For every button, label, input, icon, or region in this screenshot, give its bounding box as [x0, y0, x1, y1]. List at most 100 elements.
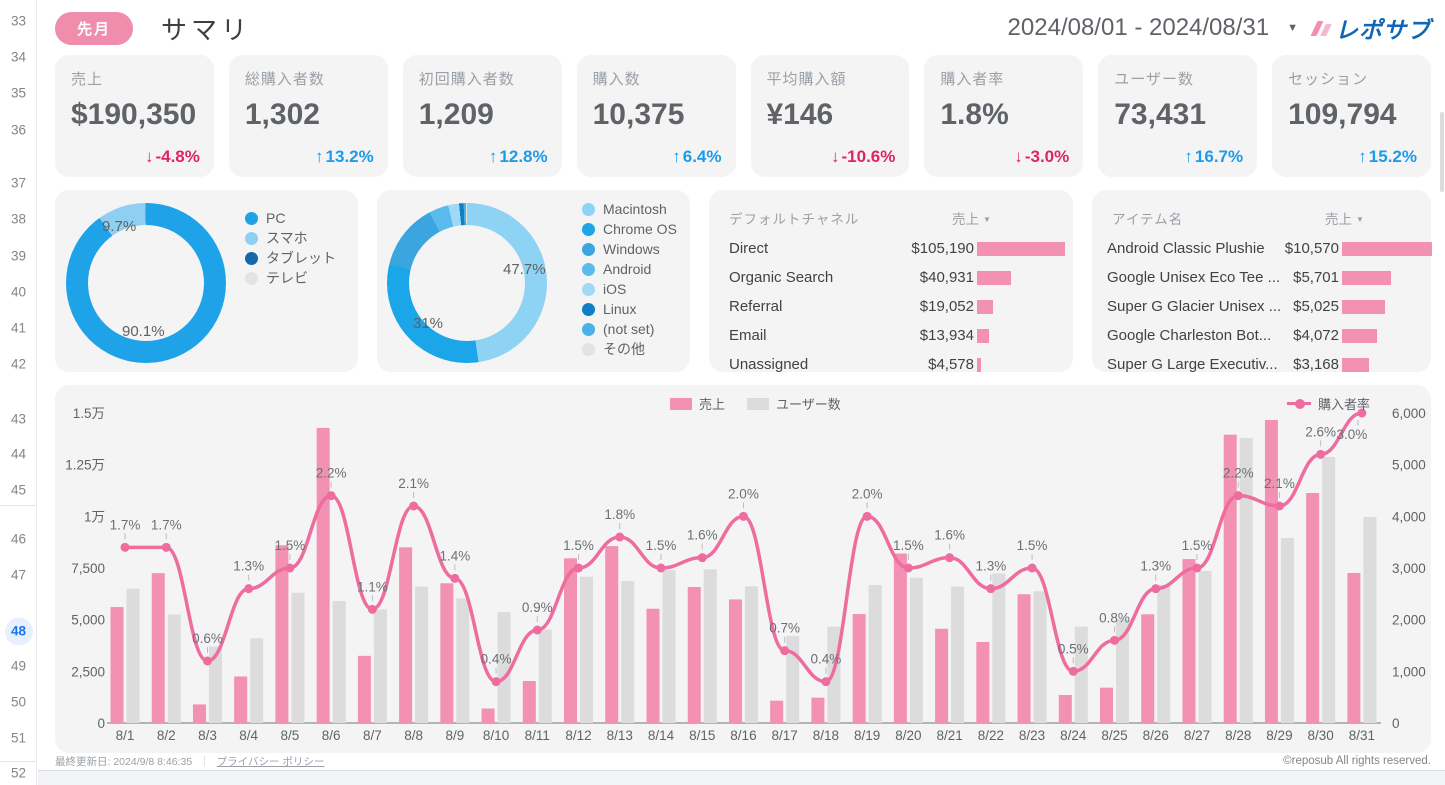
users-bar: [250, 638, 264, 723]
reposub-logo[interactable]: レポサブ: [1310, 11, 1431, 45]
kpi-card-3: 購入数 10,375 ↑ 6.4%: [576, 55, 736, 177]
kpi-delta-value: 12.8%: [499, 147, 548, 166]
x-axis-label: 8/7: [363, 728, 382, 743]
row-value-bar: [977, 357, 981, 372]
sales-bar: [564, 558, 578, 723]
sales-bar: [770, 700, 784, 723]
rail-page-number-41[interactable]: 41: [10, 320, 27, 336]
legend-dot-icon: [582, 342, 595, 356]
row-value-bar: [977, 241, 1065, 256]
rate-label: 2.2%: [316, 466, 347, 481]
legend-dot-icon: [582, 282, 595, 296]
users-bar: [208, 646, 222, 723]
sort-caret-icon: ▼: [1356, 215, 1364, 224]
rail-page-number-37[interactable]: 37: [10, 175, 27, 191]
rail-page-number-33[interactable]: 33: [10, 13, 27, 29]
sales-bar: [976, 641, 990, 723]
rail-page-number-47[interactable]: 47: [10, 567, 27, 583]
rail-page-number-44[interactable]: 44: [10, 446, 27, 462]
sales-bar: [852, 614, 866, 723]
date-range-value[interactable]: 2024/08/01 - 2024/08/31: [1007, 14, 1270, 41]
kpi-delta-value: 16.7%: [1194, 147, 1244, 166]
chevron-down-icon[interactable]: ▼: [1287, 22, 1298, 34]
legend-label: スマホ: [266, 230, 308, 246]
legend-label: PC: [266, 210, 286, 226]
users-bar: [786, 635, 800, 723]
rail-page-number-43[interactable]: 43: [10, 411, 27, 427]
users-bar: [1033, 591, 1047, 723]
legend-item: Linux: [582, 299, 677, 319]
users-swatch-icon: [747, 397, 770, 410]
rail-page-number-52[interactable]: 52: [10, 765, 27, 781]
rate-label: 1.5%: [563, 538, 594, 553]
row-value: $10,570: [1284, 240, 1339, 257]
rail-page-number-36[interactable]: 36: [10, 122, 27, 138]
rate-point: [1192, 563, 1202, 573]
rail-page-number-40[interactable]: 40: [10, 284, 27, 300]
rail-page-number-34[interactable]: 34: [10, 49, 27, 65]
row-value: $4,578: [928, 356, 974, 373]
x-axis-label: 8/6: [322, 728, 341, 743]
table-row: Super G Large Executiv... $3,168: [1092, 350, 1431, 379]
privacy-policy-link[interactable]: プライバシー ポリシー: [216, 755, 325, 768]
kpi-card-0: 売上 $190,350 ↓ -4.8%: [55, 55, 214, 177]
rate-point: [285, 563, 295, 573]
row-value: $13,934: [919, 327, 974, 344]
rate-point: [1027, 563, 1037, 573]
kpi-card-6: ユーザー数 73,431 ↑ 16.7%: [1098, 55, 1258, 177]
rail-page-break: [0, 505, 37, 506]
left-axis-tick: 1.25万: [65, 458, 105, 473]
rate-point: [367, 604, 377, 614]
os-donut-chart: [387, 203, 547, 363]
rail-page-number-38[interactable]: 38: [10, 211, 27, 227]
legend-label: Linux: [603, 301, 637, 317]
rail-page-number-48[interactable]: 48: [0, 624, 37, 639]
legend-dot-icon: [582, 242, 595, 256]
kpi-label: 購入数: [592, 71, 641, 88]
rail-page-number-46[interactable]: 46: [10, 531, 27, 547]
kpi-value: $190,350: [71, 98, 197, 131]
kpi-card-2: 初回購入者数 1,209 ↑ 12.8%: [402, 55, 562, 177]
x-axis-label: 8/20: [895, 728, 921, 743]
rate-point: [615, 532, 625, 542]
up-arrow-icon: ↑: [1358, 147, 1367, 166]
row-value-bar: [1342, 357, 1369, 372]
x-axis-label: 8/31: [1349, 728, 1375, 743]
legend-dot-icon: [582, 322, 595, 336]
rate-label: 0.5%: [1058, 641, 1089, 656]
line-series-legend: 購入者率: [1287, 394, 1370, 413]
users-bar: [992, 573, 1006, 723]
rail-page-number-35[interactable]: 35: [10, 85, 27, 101]
row-value: $4,072: [1293, 327, 1339, 344]
rail-page-number-39[interactable]: 39: [10, 248, 27, 264]
legend-dot-icon: [245, 231, 258, 245]
up-arrow-icon: ↑: [315, 147, 324, 166]
sales-bar: [357, 655, 371, 723]
item-table-metric-header[interactable]: 売上 ▼: [1325, 208, 1364, 228]
sales-bar: [440, 583, 454, 723]
legend-item: Windows: [582, 239, 677, 259]
rail-page-number-50[interactable]: 50: [10, 694, 27, 710]
legend-item: Chrome OS: [582, 219, 677, 239]
x-axis-label: 8/23: [1019, 728, 1045, 743]
table-row: Unassigned $4,578: [709, 350, 1073, 379]
users-bar: [1280, 538, 1294, 723]
rail-page-number-42[interactable]: 42: [10, 356, 27, 372]
device-donut-legend: PC スマホ タブレット テレビ: [245, 208, 336, 288]
rail-page-number-49[interactable]: 49: [10, 658, 27, 674]
sales-bar: [151, 573, 165, 723]
sales-bar: [605, 546, 619, 723]
channel-table-metric-header[interactable]: 売上 ▼: [952, 208, 991, 228]
legend-dot-icon: [245, 271, 258, 285]
rail-page-number-51[interactable]: 51: [10, 730, 27, 746]
legend-item: タブレット: [245, 248, 336, 268]
legend-label: 売上: [699, 397, 726, 412]
rail-page-number-45[interactable]: 45: [10, 482, 27, 498]
right-axis-tick: 4,000: [1392, 509, 1426, 524]
scrollbar-thumb[interactable]: [1440, 112, 1444, 192]
rate-label: 0.8%: [1099, 610, 1130, 625]
table-row: Super G Glacier Unisex ... $5,025: [1092, 292, 1431, 321]
daily-combo-chart: 0 2,500 5,000 7,500 1万 1.25万 1.5万 0 1,000 2,000 3,…: [65, 406, 1426, 743]
left-axis-tick: 7,500: [71, 561, 105, 576]
rate-point: [903, 563, 913, 573]
